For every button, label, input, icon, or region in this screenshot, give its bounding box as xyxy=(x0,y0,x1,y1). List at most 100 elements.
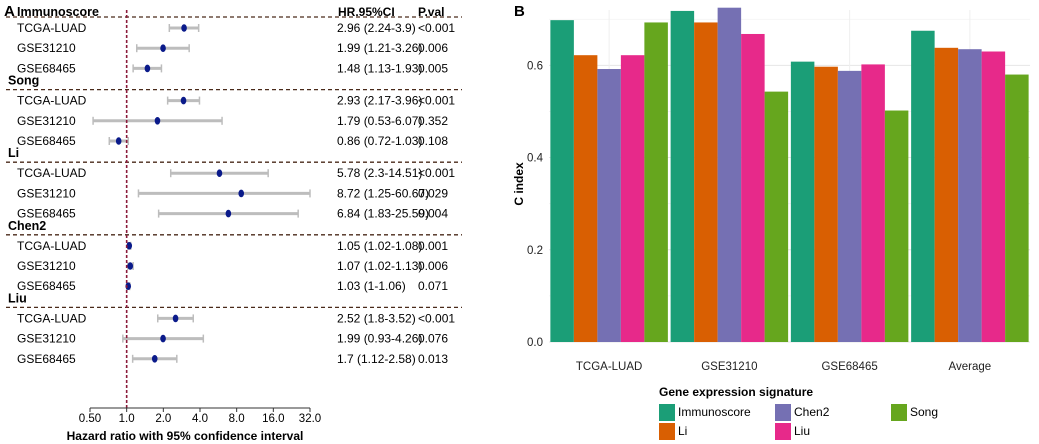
p-value-text: 0.076 xyxy=(418,332,448,346)
bar xyxy=(814,66,838,342)
hr-point xyxy=(225,209,232,218)
x-tick-label: TCGA-LUAD xyxy=(576,361,642,373)
pval-column-header: P.val xyxy=(418,5,444,19)
hr-point xyxy=(172,314,179,323)
x-tick-label: Average xyxy=(949,361,992,373)
hr-ci-text: 2.96 (2.24-3.9) xyxy=(337,21,416,35)
p-value-text: 0.004 xyxy=(418,207,448,221)
legend-label: Immunoscore xyxy=(678,405,751,419)
bar xyxy=(861,64,885,343)
bar xyxy=(620,55,645,342)
row-label: GSE31210 xyxy=(17,332,76,346)
hr-point xyxy=(151,355,158,363)
y-tick-label: 0.6 xyxy=(527,60,543,72)
row-label: GSE68465 xyxy=(17,61,76,75)
legend-swatch xyxy=(891,404,907,421)
bar xyxy=(958,49,982,342)
legend-label: Song xyxy=(910,405,938,419)
legend-label: Liu xyxy=(794,424,810,438)
group-title: Song xyxy=(8,74,39,88)
bar xyxy=(597,69,621,343)
hr-point xyxy=(126,242,133,250)
bar xyxy=(1005,74,1029,343)
p-value-text: <0.001 xyxy=(418,94,455,108)
bar-chart-panel: B TCGA-LUAD GSE31210 GSE68465 Average 0.0 0.2… xyxy=(512,3,1030,440)
legend-swatch xyxy=(775,404,791,421)
bar xyxy=(717,7,742,342)
row-label: TCGA-LUAD xyxy=(17,21,87,35)
bar xyxy=(764,91,789,342)
p-value-text: 0.352 xyxy=(418,114,448,128)
hr-ci-text: 1.99 (0.93-4.26) xyxy=(337,332,422,346)
hr-point xyxy=(160,44,166,52)
bar xyxy=(911,30,935,342)
hr-ci-text: 2.52 (1.8-3.52) xyxy=(337,311,416,325)
hr-ci-text: 2.93 (2.17-3.96) xyxy=(337,94,422,108)
hr-ci-text: 1.03 (1-1.06) xyxy=(337,279,406,293)
legend-swatch xyxy=(659,423,675,440)
hr-point xyxy=(115,137,122,145)
legend-title: Gene expression signature xyxy=(659,385,813,399)
bar xyxy=(884,110,909,343)
p-value-text: <0.001 xyxy=(418,311,455,325)
p-value-text: 0.013 xyxy=(418,352,448,366)
x-tick-label: 1.0 xyxy=(119,413,135,425)
hr-ci-text: 6.84 (1.83-25.59) xyxy=(337,207,429,221)
row-label: GSE31210 xyxy=(17,186,76,200)
p-value-text: 0.001 xyxy=(418,239,448,253)
p-value-text: 0.006 xyxy=(418,259,448,273)
bar xyxy=(550,20,574,343)
row-label: TCGA-LUAD xyxy=(17,239,87,253)
x-tick-label: 4.0 xyxy=(192,413,208,425)
legend-label: Li xyxy=(678,424,687,438)
hr-ci-text: 1.48 (1.13-1.93) xyxy=(337,61,422,75)
y-tick-label: 0.2 xyxy=(527,245,543,257)
forest-x-axis: 0.50 1.0 2.0 4.0 8.0 16.0 32.0 xyxy=(79,10,321,425)
bar xyxy=(934,47,959,343)
panel-a-label: A xyxy=(4,3,15,20)
p-value-text: 0.006 xyxy=(418,41,448,55)
p-value-text: 0.029 xyxy=(418,186,448,200)
x-tick-label: 16.0 xyxy=(262,413,284,425)
y-tick-label: 0.4 xyxy=(527,153,544,165)
hr-ci-text: 8.72 (1.25-60.67) xyxy=(337,186,429,200)
group-title: Chen2 xyxy=(8,219,46,233)
hr-ci-text: 1.05 (1.02-1.08) xyxy=(337,239,422,253)
bar xyxy=(644,22,668,342)
legend-swatch xyxy=(775,423,791,440)
forest-plot-panel: A HR.95%CI P.val Immunoscore TCGA-LUAD 2.9… xyxy=(4,3,462,443)
hr-ci-text: 1.79 (0.53-6.07) xyxy=(337,114,422,128)
hr-ci-text: 1.99 (1.21-3.26) xyxy=(337,41,422,55)
hr-point xyxy=(180,96,187,105)
hr-ci-text: 1.07 (1.02-1.13) xyxy=(337,259,422,273)
hr-point xyxy=(216,169,223,177)
hr-point xyxy=(154,117,161,125)
bar xyxy=(837,70,862,342)
row-label: GSE31210 xyxy=(17,114,76,128)
bar-axes: TCGA-LUAD GSE31210 GSE68465 Average 0.0 0.2 0.… xyxy=(527,60,991,373)
x-tick-label: 8.0 xyxy=(229,413,245,425)
legend-label: Chen2 xyxy=(794,405,830,419)
hr-point xyxy=(238,189,245,198)
bar xyxy=(790,61,815,343)
forest-x-axis-title: Hazard ratio with 95% confidence interva… xyxy=(67,429,304,443)
bar xyxy=(670,10,695,343)
bar xyxy=(573,55,598,342)
group-title: Li xyxy=(8,146,19,160)
bar xyxy=(981,51,1006,342)
row-label: GSE68465 xyxy=(17,207,76,221)
legend: Gene expression signature Immunoscore Che… xyxy=(659,385,938,440)
hr-column-header: HR.95%CI xyxy=(338,5,395,19)
hr-ci-text: 1.7 (1.12-2.58) xyxy=(337,352,416,366)
bar xyxy=(694,22,718,342)
p-value-text: <0.001 xyxy=(418,21,455,35)
p-value-text: 0.005 xyxy=(418,61,448,75)
row-label: GSE68465 xyxy=(17,352,76,366)
x-tick-label: 2.0 xyxy=(155,413,171,425)
group-title: Liu xyxy=(8,291,27,305)
hr-ci-text: 0.86 (0.72-1.03) xyxy=(337,134,422,148)
bar-y-axis-title: C index xyxy=(512,162,526,206)
p-value-text: 0.108 xyxy=(418,134,448,148)
row-label: GSE68465 xyxy=(17,134,76,148)
p-value-text: <0.001 xyxy=(418,166,455,180)
